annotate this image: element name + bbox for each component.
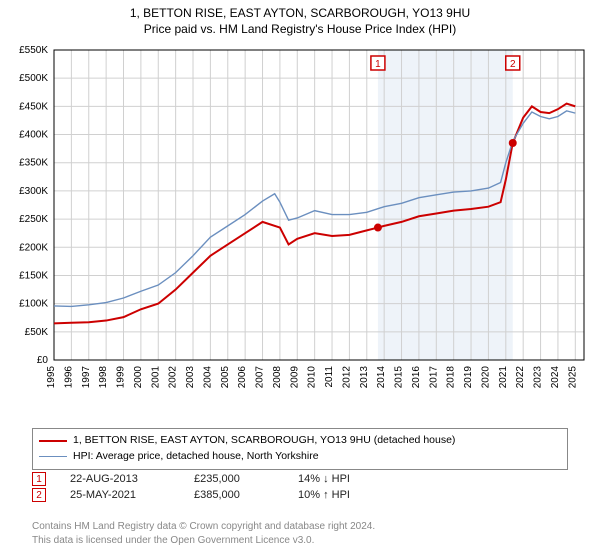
sale-date: 25-MAY-2021 — [70, 489, 170, 501]
svg-text:2014: 2014 — [376, 366, 387, 389]
svg-text:£350K: £350K — [19, 158, 48, 169]
svg-text:2003: 2003 — [185, 366, 196, 389]
legend-label: HPI: Average price, detached house, Nort… — [73, 449, 319, 465]
sale-date: 22-AUG-2013 — [70, 473, 170, 485]
svg-text:2017: 2017 — [428, 366, 439, 389]
svg-text:£50K: £50K — [25, 327, 49, 338]
svg-text:2004: 2004 — [202, 366, 213, 389]
svg-text:2005: 2005 — [220, 366, 231, 389]
svg-text:2025: 2025 — [567, 366, 578, 389]
attribution-line: This data is licensed under the Open Gov… — [32, 534, 568, 548]
svg-text:2010: 2010 — [307, 366, 318, 389]
svg-text:2022: 2022 — [515, 366, 526, 389]
svg-text:£400K: £400K — [19, 130, 48, 141]
svg-text:1997: 1997 — [81, 366, 92, 389]
chart-svg: £0 £50K £100K £150K £200K £250K £300K £350K £400… — [0, 44, 600, 420]
svg-text:£500K: £500K — [19, 73, 48, 84]
sale-delta: 14% ↓ HPI — [298, 473, 418, 485]
svg-text:2001: 2001 — [150, 366, 161, 389]
svg-text:2002: 2002 — [168, 366, 179, 389]
title-main: 1, BETTON RISE, EAST AYTON, SCARBOROUGH,… — [0, 6, 600, 20]
legend-swatch — [39, 440, 67, 442]
sale-row: 1 22-AUG-2013 £235,000 14% ↓ HPI — [32, 472, 568, 486]
sale-marker — [374, 224, 382, 232]
svg-text:2008: 2008 — [272, 366, 283, 389]
svg-text:2019: 2019 — [463, 366, 474, 389]
svg-text:2000: 2000 — [133, 366, 144, 389]
svg-text:2015: 2015 — [394, 366, 405, 389]
svg-text:2007: 2007 — [255, 366, 266, 389]
sale-price: £385,000 — [194, 489, 274, 501]
title-block: 1, BETTON RISE, EAST AYTON, SCARBOROUGH,… — [0, 0, 600, 36]
sale-marker — [509, 139, 517, 147]
legend-label: 1, BETTON RISE, EAST AYTON, SCARBOROUGH,… — [73, 433, 455, 449]
chart-container: 1, BETTON RISE, EAST AYTON, SCARBOROUGH,… — [0, 0, 600, 560]
sale-price: £235,000 — [194, 473, 274, 485]
sale-label-text: 1 — [375, 59, 381, 70]
sale-label-text: 2 — [510, 59, 516, 70]
attribution: Contains HM Land Registry data © Crown c… — [32, 520, 568, 547]
sale-badge: 1 — [32, 472, 46, 486]
svg-text:£200K: £200K — [19, 242, 48, 253]
svg-text:2021: 2021 — [498, 366, 509, 389]
attribution-line: Contains HM Land Registry data © Crown c… — [32, 520, 568, 534]
sale-row: 2 25-MAY-2021 £385,000 10% ↑ HPI — [32, 488, 568, 502]
svg-text:2018: 2018 — [446, 366, 457, 389]
svg-text:£150K: £150K — [19, 270, 48, 281]
svg-text:2024: 2024 — [550, 366, 561, 389]
svg-text:£250K: £250K — [19, 214, 48, 225]
svg-text:1996: 1996 — [63, 366, 74, 389]
svg-text:£450K: £450K — [19, 101, 48, 112]
svg-text:1998: 1998 — [98, 366, 109, 389]
svg-text:£0: £0 — [37, 355, 49, 366]
sale-badge: 2 — [32, 488, 46, 502]
svg-text:2009: 2009 — [289, 366, 300, 389]
title-sub: Price paid vs. HM Land Registry's House … — [0, 22, 600, 36]
legend: 1, BETTON RISE, EAST AYTON, SCARBOROUGH,… — [32, 428, 568, 470]
svg-text:1999: 1999 — [116, 366, 127, 389]
legend-swatch — [39, 456, 67, 457]
sales-table: 1 22-AUG-2013 £235,000 14% ↓ HPI 2 25-MAY-202… — [32, 470, 568, 502]
svg-text:2023: 2023 — [533, 366, 544, 389]
legend-row: HPI: Average price, detached house, Nort… — [39, 449, 561, 465]
svg-text:2006: 2006 — [237, 366, 248, 389]
svg-text:2016: 2016 — [411, 366, 422, 389]
svg-text:2013: 2013 — [359, 366, 370, 389]
sale-delta: 10% ↑ HPI — [298, 489, 418, 501]
svg-text:£550K: £550K — [19, 45, 48, 56]
svg-text:2012: 2012 — [341, 366, 352, 389]
svg-text:£300K: £300K — [19, 186, 48, 197]
svg-text:2020: 2020 — [480, 366, 491, 389]
svg-text:1995: 1995 — [46, 366, 57, 389]
chart-area: £0 £50K £100K £150K £200K £250K £300K £350K £400… — [0, 44, 600, 420]
legend-row: 1, BETTON RISE, EAST AYTON, SCARBOROUGH,… — [39, 433, 561, 449]
svg-text:£100K: £100K — [19, 299, 48, 310]
svg-text:2011: 2011 — [324, 366, 335, 388]
